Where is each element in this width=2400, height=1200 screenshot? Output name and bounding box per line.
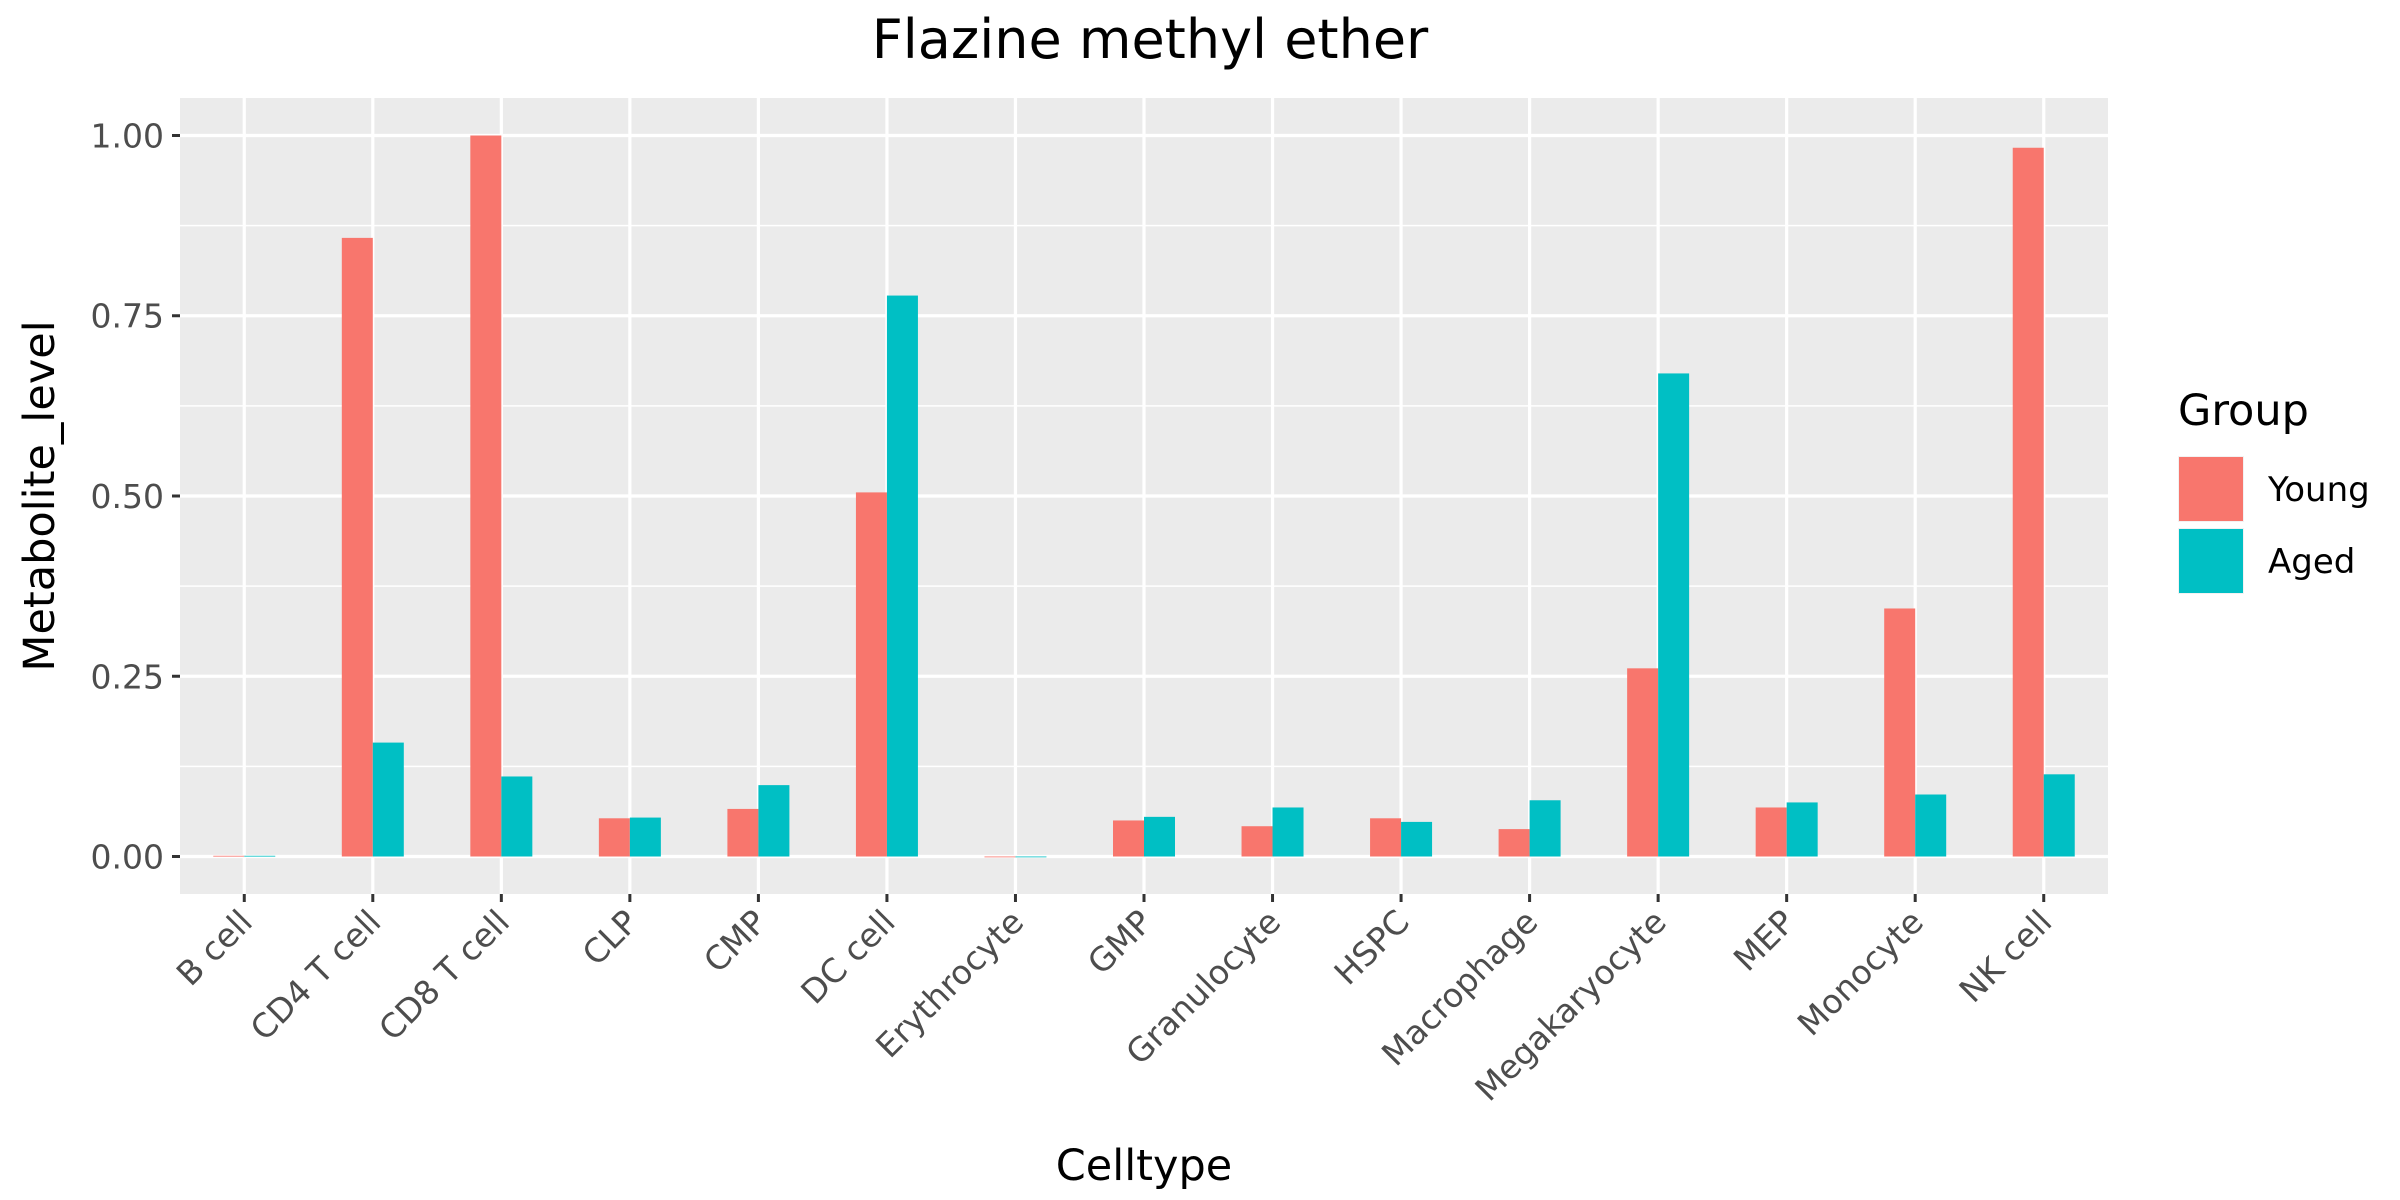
legend: Group Young Aged (2178, 386, 2370, 594)
legend-key-aged (2179, 529, 2243, 593)
bar-young-10 (1498, 829, 1530, 857)
x-tick-label: Monocyte (1790, 902, 1931, 1043)
bar-young-9 (1370, 818, 1402, 857)
bar-young-12 (1755, 807, 1787, 857)
bar-aged-9 (1401, 821, 1433, 857)
x-tick-label: MEP (1726, 902, 1803, 979)
y-axis: 0.00 0.25 0.50 0.75 1.00 (91, 116, 180, 877)
y-tick-label: 1.00 (91, 116, 164, 155)
bar-young-4 (727, 808, 759, 857)
x-tick-label: B cell (169, 902, 260, 993)
bar-aged-3 (629, 817, 661, 857)
bar-aged-2 (501, 776, 533, 857)
bar-aged-7 (1144, 816, 1175, 857)
legend-key-young (2179, 457, 2243, 521)
legend-label-aged: Aged (2268, 542, 2355, 582)
bar-young-1 (341, 237, 373, 857)
y-tick-label: 0.00 (91, 838, 164, 877)
bar-aged-1 (372, 742, 404, 857)
x-tick-label: DC cell (793, 902, 902, 1011)
bar-aged-10 (1529, 800, 1561, 857)
x-tick-label: HSPC (1326, 902, 1416, 992)
y-axis-title: Metabolite_level (15, 320, 65, 671)
bar-young-7 (1113, 820, 1144, 857)
bar-young-11 (1627, 668, 1659, 857)
bar-young-14 (2012, 147, 2044, 857)
y-tick-label: 0.50 (91, 477, 164, 516)
bar-aged-0 (244, 855, 276, 857)
bar-young-3 (598, 818, 630, 857)
bar-aged-13 (1915, 794, 1947, 857)
bar-aged-12 (1786, 802, 1818, 857)
bar-young-13 (1884, 608, 1916, 857)
bar-young-2 (470, 135, 502, 857)
bar-aged-8 (1272, 807, 1304, 857)
y-tick-label: 0.75 (91, 297, 164, 336)
bar-young-0 (213, 855, 245, 857)
bar-young-6 (984, 856, 1016, 858)
x-axis-title: Celltype (1056, 1141, 1232, 1191)
bar-aged-6 (1015, 856, 1047, 858)
bar-young-5 (855, 492, 887, 857)
x-tick-label: CLP (575, 902, 646, 973)
x-tick-label: CD8 T cell (371, 902, 517, 1048)
x-tick-label: CMP (696, 902, 774, 980)
bar-aged-4 (758, 785, 790, 857)
x-tick-label: NK cell (1951, 902, 2059, 1010)
bar-aged-5 (886, 295, 918, 857)
bar-aged-11 (1658, 373, 1690, 857)
legend-label-young: Young (2267, 470, 2370, 510)
bars (213, 135, 2075, 858)
bar-aged-14 (2043, 774, 2075, 857)
bar-young-8 (1241, 826, 1273, 857)
chart-title: Flazine methyl ether (872, 8, 1429, 71)
y-tick-label: 0.25 (91, 657, 164, 696)
x-tick-label: GMP (1080, 902, 1160, 982)
x-tick-label: CD4 T cell (243, 902, 389, 1048)
legend-title: Group (2178, 386, 2309, 436)
